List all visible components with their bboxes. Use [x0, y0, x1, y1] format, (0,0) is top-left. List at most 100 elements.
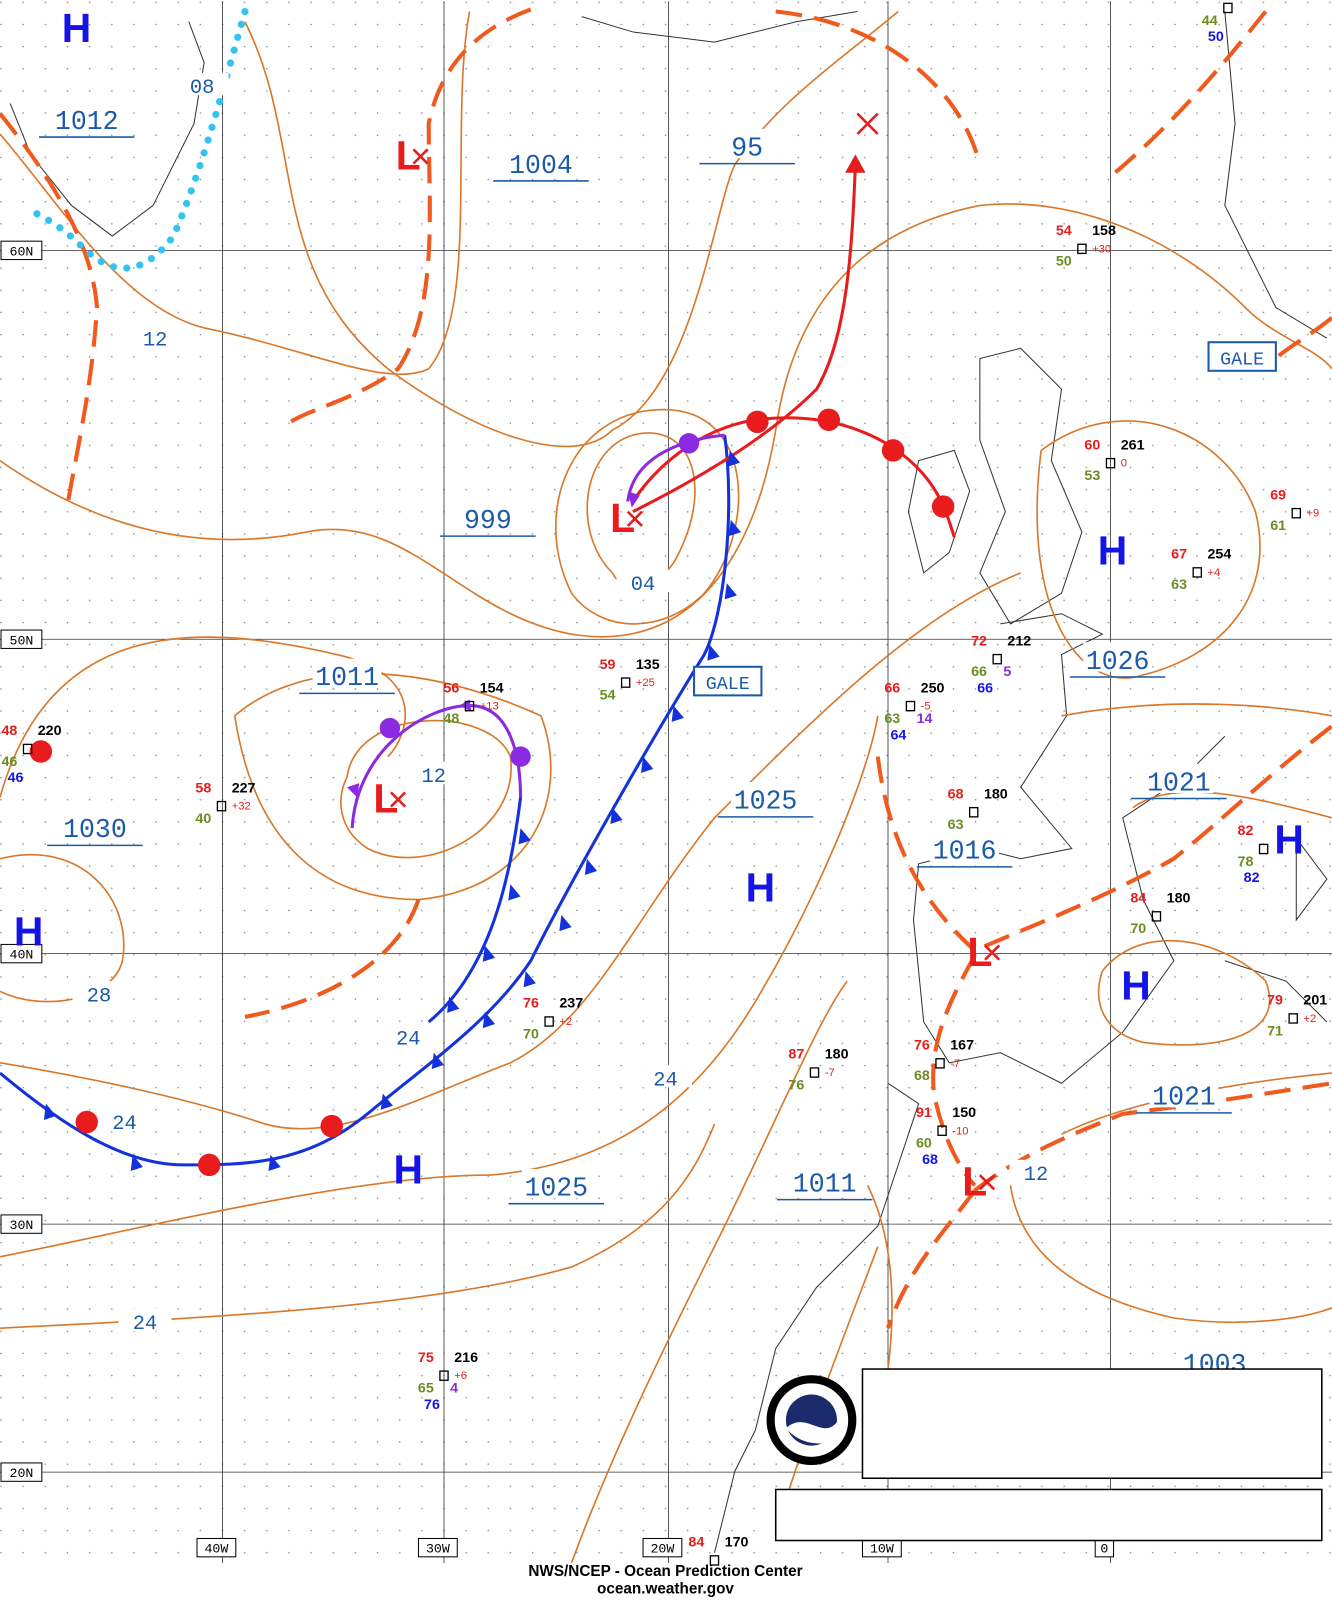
isobar-label-bg	[521, 1168, 591, 1199]
isobar-label: 24	[133, 1313, 158, 1336]
station-pressure: 220	[38, 723, 62, 739]
station-dew: 63	[948, 817, 964, 833]
station-tendency: +6	[454, 1370, 467, 1382]
station-dew: 61	[1270, 518, 1286, 534]
station-pressure: 201	[1303, 993, 1327, 1009]
station-dew: 78	[1238, 854, 1254, 870]
station-air: 87	[788, 1047, 804, 1063]
isobar-label: 1016	[933, 837, 997, 867]
station-marker	[1288, 1013, 1298, 1024]
lon-label: 0	[1100, 1542, 1108, 1557]
station-air: 76	[523, 996, 539, 1012]
info-box	[861, 1368, 1323, 1480]
isobar-label-bg	[381, 1024, 435, 1047]
isobar-label: 24	[396, 1028, 421, 1051]
station-marker	[935, 1058, 945, 1069]
station-air: 91	[916, 1105, 932, 1121]
station-tendency: +32	[232, 801, 251, 813]
lat-label-box	[0, 240, 43, 261]
low-marker	[626, 510, 643, 527]
station-visibility: 68	[922, 1152, 938, 1168]
station-other: 4	[450, 1381, 458, 1397]
troughs	[0, 7, 1332, 1329]
isobar-label: 24	[653, 1069, 678, 1092]
low-center: L	[962, 1159, 987, 1205]
lon-label: 10W	[870, 1542, 894, 1557]
station-dew: 54	[600, 687, 616, 703]
isobar-label-bg	[1144, 763, 1214, 793]
warning-label: GALE	[1220, 350, 1264, 371]
isobar-label-bg	[52, 102, 122, 132]
low-marker	[984, 944, 1001, 961]
isobar-label-bg	[712, 128, 782, 159]
isobar-label-bg	[128, 324, 182, 348]
station-visibility: 82	[1244, 870, 1260, 886]
station-dew: 63	[1171, 577, 1187, 593]
isobar-label: 1030	[63, 815, 127, 845]
isobar-label-bg	[453, 501, 523, 531]
isobar-label: 24	[112, 1113, 137, 1136]
station-pressure: 212	[1007, 633, 1031, 649]
station-marker	[1223, 2, 1233, 14]
station-tendency: +25	[636, 677, 655, 689]
station-visibility: 64	[890, 727, 906, 743]
isobar-label-bg	[790, 1164, 860, 1195]
station-dew: 63	[884, 711, 900, 727]
station-dew: 70	[523, 1026, 539, 1042]
warning-label: GALE	[706, 674, 750, 695]
isobar-label-bg	[60, 810, 130, 840]
notes-box	[774, 1488, 1323, 1542]
isobar-label-bg	[930, 832, 1000, 862]
isobar-label: 1004	[509, 151, 573, 181]
station-dew: 68	[914, 1068, 930, 1084]
station-other: 5	[1003, 664, 1011, 680]
station-dew: 44	[1202, 13, 1218, 29]
lat-label-box	[0, 943, 43, 964]
station-dew: 50	[1056, 254, 1072, 270]
station-air: 79	[1267, 993, 1283, 1009]
station-marker	[464, 700, 475, 712]
station-marker	[544, 1016, 554, 1027]
station-tendency: -7	[950, 1058, 960, 1070]
isobar-label: 12	[1024, 1164, 1048, 1187]
station-tendency: +30	[1092, 243, 1111, 255]
station-pressure: 170	[725, 1535, 749, 1551]
station-marker	[905, 700, 916, 712]
station-air: 82	[1238, 823, 1254, 839]
station-marker	[439, 1370, 449, 1381]
station-dew: 53	[1084, 468, 1100, 484]
high-center: H	[14, 908, 43, 954]
high-center: H	[746, 865, 775, 911]
station-marker	[809, 1067, 820, 1078]
warning-box	[693, 665, 763, 697]
station-pressure: 180	[1167, 891, 1191, 907]
lon-label-box	[417, 1537, 458, 1558]
isobar-label-bg	[72, 981, 126, 1004]
station-dew: 76	[788, 1077, 804, 1093]
station-pressure: 158	[1092, 223, 1116, 239]
station-marker	[937, 1125, 947, 1136]
low-center: L	[396, 133, 421, 179]
footer-link: ocean.weather.gov	[597, 1581, 734, 1598]
isobar-label: 04	[631, 574, 655, 597]
isobar-label-bg	[1083, 642, 1153, 672]
station-marker	[1105, 457, 1116, 469]
station-air: 72	[971, 633, 987, 649]
station-pressure: 180	[984, 786, 1008, 802]
fronts	[0, 154, 956, 1177]
station-tendency: -7	[825, 1067, 835, 1079]
isobar-label: 95	[731, 133, 763, 163]
high-center: H	[1274, 817, 1303, 863]
isobar-label: 12	[143, 329, 168, 352]
low-center: L	[967, 929, 992, 975]
lat-label: 60N	[10, 244, 34, 259]
station-tendency: +2	[1303, 1013, 1316, 1025]
station-tendency: 0	[1121, 458, 1127, 470]
station-air: 54	[1056, 223, 1072, 239]
station-pressure: 167	[950, 1038, 974, 1054]
station-tendency: 5	[38, 744, 44, 756]
station-pressure: 254	[1207, 547, 1231, 563]
station-pressure: 250	[921, 680, 945, 696]
station-air: 59	[600, 657, 616, 673]
